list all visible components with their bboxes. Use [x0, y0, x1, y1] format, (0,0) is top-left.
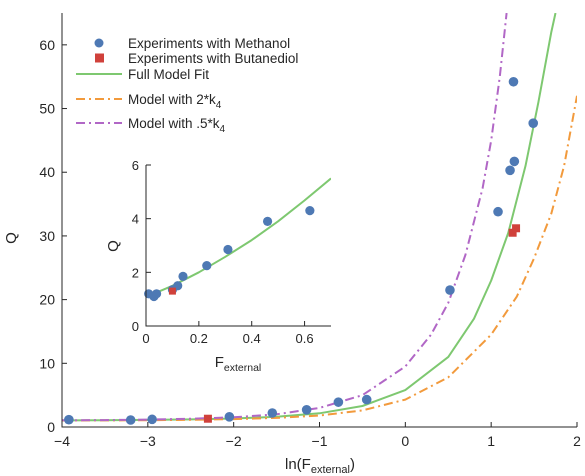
inset-ytick-label-1: 2: [132, 265, 139, 280]
main-xtick-label-5: 1: [487, 433, 495, 449]
main-xtick-label-3: −1: [312, 433, 328, 449]
main-xtick-label-2: −2: [226, 433, 242, 449]
inset-chart: 0 0.2 0.4 0.6 0 2 4 6 Q Fexternal: [105, 158, 331, 374]
inset-point-experiments-with-methanol-5: [178, 271, 188, 281]
inset-point-experiments-with-methanol-6: [202, 261, 212, 271]
inset-ytick-label-3: 6: [132, 158, 139, 173]
main-point-experiments-with-methanol-12: [509, 156, 520, 167]
inset-xtick-label-1: 0.2: [190, 331, 208, 346]
main-point-experiments-with-butanediol-2: [512, 224, 521, 233]
main-xtick-label-0: −4: [54, 433, 70, 449]
legend-butanediol-label: Experiments with Butanediol: [128, 51, 298, 66]
main-x-axis-label: ln(Fexternal): [285, 456, 355, 476]
main-ytick-label-1: 10: [39, 355, 55, 371]
inset-point-experiments-with-butanediol-0: [168, 287, 176, 295]
inset-ytick-label-2: 4: [132, 212, 139, 227]
main-point-experiments-with-methanol-11: [508, 76, 519, 87]
main-axis-lines: [61, 13, 577, 428]
main-y-axis-label: Q: [3, 232, 20, 244]
main-point-experiments-with-methanol-9: [493, 206, 503, 217]
legend-model-half-label: Model with .5*k4: [128, 116, 226, 135]
main-point-experiments-with-methanol-1: [125, 415, 136, 425]
inset-point-experiments-with-methanol-9: [305, 206, 315, 216]
legend: Experiments with Methanol Experiments wi…: [76, 36, 298, 135]
inset-point-experiments-with-methanol-2: [151, 289, 162, 299]
main-ytick-label-3: 30: [39, 228, 55, 244]
inset-point-experiments-with-methanol-7: [223, 244, 233, 255]
main-line-model-with-5-k4: [62, 13, 508, 422]
main-point-experiments-with-methanol-5: [301, 405, 312, 415]
main-point-experiments-with-butanediol-1: [508, 228, 517, 237]
legend-methanol-label: Experiments with Methanol: [128, 36, 290, 51]
main-series-layer: [62, 13, 577, 425]
main-point-experiments-with-methanol-13: [528, 118, 539, 128]
main-point-experiments-with-methanol-4: [267, 408, 278, 418]
main-ytick-label-2: 20: [39, 292, 55, 308]
main-ytick-label-0: 0: [47, 419, 55, 435]
main-xtick-label-1: −3: [140, 433, 156, 449]
legend-full-fit-label: Full Model Fit: [128, 67, 209, 82]
inset-xtick-label-2: 0.4: [243, 331, 261, 346]
inset-plot-area: [146, 165, 331, 326]
main-point-experiments-with-methanol-6: [333, 397, 344, 407]
main-point-experiments-with-methanol-2: [147, 414, 157, 425]
main-point-experiments-with-methanol-8: [445, 285, 455, 295]
main-ytick-label-5: 50: [39, 101, 55, 117]
inset-y-axis-label: Q: [105, 240, 122, 252]
main-point-experiments-with-methanol-10: [505, 165, 515, 176]
legend-model-2k-label: Model with 2*k4: [128, 92, 222, 111]
inset-ticks-layer: 0 0.2 0.4 0.6 0 2 4 6: [132, 158, 314, 346]
main-line-model-with-2-k4: [62, 95, 577, 422]
main-point-experiments-with-methanol-0: [64, 414, 74, 425]
main-ytick-label-4: 40: [39, 164, 55, 180]
inset-point-experiments-with-methanol-8: [262, 216, 273, 226]
inset-x-axis-label: Fexternal: [215, 354, 262, 374]
main-xtick-label-6: 2: [573, 433, 581, 449]
main-point-experiments-with-methanol-3: [224, 412, 235, 422]
inset-axis-lines: [145, 165, 331, 327]
main-xtick-label-4: 0: [401, 433, 409, 449]
inset-xtick-label-0: 0: [142, 331, 149, 346]
legend-butanediol-marker: [95, 53, 104, 63]
main-ytick-label-6: 60: [39, 37, 55, 53]
inset-xtick-label-3: 0.6: [296, 331, 314, 346]
main-point-experiments-with-methanol-7: [361, 394, 372, 405]
legend-methanol-marker: [94, 38, 104, 48]
inset-ytick-label-0: 0: [132, 319, 139, 334]
inset-series-layer: [144, 177, 331, 302]
main-point-experiments-with-butanediol-0: [203, 414, 212, 423]
